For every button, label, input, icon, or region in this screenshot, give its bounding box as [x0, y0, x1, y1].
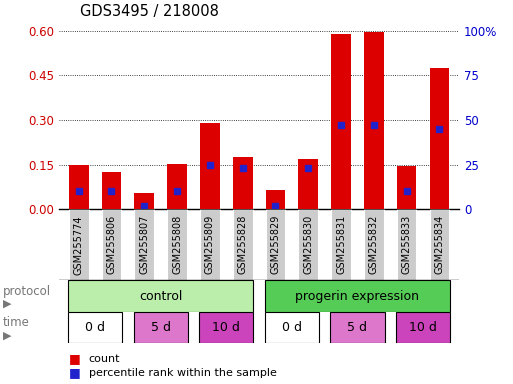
- Bar: [429, 209, 449, 280]
- Text: GSM255829: GSM255829: [270, 215, 281, 275]
- Bar: [102, 172, 121, 209]
- Text: GSM255831: GSM255831: [336, 215, 346, 275]
- Text: GSM255807: GSM255807: [139, 215, 149, 275]
- Text: GSM255830: GSM255830: [303, 215, 313, 275]
- Text: protocol: protocol: [3, 285, 51, 298]
- Text: GSM255808: GSM255808: [172, 215, 182, 275]
- Text: 0 d: 0 d: [85, 321, 105, 334]
- Bar: [69, 209, 89, 280]
- Text: GSM255774: GSM255774: [74, 215, 84, 275]
- Bar: [299, 209, 318, 280]
- Text: GSM255806: GSM255806: [107, 215, 116, 275]
- Text: ■: ■: [69, 366, 81, 379]
- Bar: [299, 159, 318, 209]
- Text: ▶: ▶: [3, 330, 11, 341]
- Text: time: time: [3, 316, 29, 329]
- Bar: [396, 312, 450, 343]
- Text: control: control: [139, 290, 182, 303]
- Bar: [265, 312, 319, 343]
- Bar: [69, 165, 89, 209]
- Bar: [200, 209, 220, 280]
- Bar: [429, 68, 449, 209]
- Text: percentile rank within the sample: percentile rank within the sample: [89, 368, 277, 378]
- Text: GSM255828: GSM255828: [238, 215, 248, 275]
- Text: GSM255809: GSM255809: [205, 215, 215, 275]
- Text: progerin expression: progerin expression: [295, 290, 420, 303]
- Bar: [331, 34, 351, 209]
- Bar: [266, 209, 285, 280]
- Text: 10 d: 10 d: [409, 321, 437, 334]
- Bar: [167, 164, 187, 209]
- Bar: [364, 32, 384, 209]
- Bar: [199, 312, 253, 343]
- Text: 5 d: 5 d: [151, 321, 171, 334]
- Bar: [68, 280, 253, 312]
- Bar: [265, 280, 450, 312]
- Text: 5 d: 5 d: [347, 321, 367, 334]
- Bar: [233, 209, 252, 280]
- Bar: [133, 312, 188, 343]
- Text: GSM255832: GSM255832: [369, 215, 379, 275]
- Text: ▶: ▶: [3, 299, 11, 309]
- Bar: [102, 209, 121, 280]
- Text: count: count: [89, 354, 120, 364]
- Bar: [200, 123, 220, 209]
- Bar: [397, 209, 417, 280]
- Bar: [233, 157, 252, 209]
- Bar: [167, 209, 187, 280]
- Bar: [397, 166, 417, 209]
- Text: 0 d: 0 d: [282, 321, 302, 334]
- Bar: [266, 190, 285, 209]
- Bar: [134, 193, 154, 209]
- Bar: [68, 312, 122, 343]
- Text: GSM255834: GSM255834: [435, 215, 444, 275]
- Text: GDS3495 / 218008: GDS3495 / 218008: [80, 4, 219, 19]
- Text: ■: ■: [69, 352, 81, 365]
- Bar: [134, 209, 154, 280]
- Text: GSM255833: GSM255833: [402, 215, 411, 275]
- Text: 10 d: 10 d: [212, 321, 240, 334]
- Bar: [331, 209, 351, 280]
- Bar: [364, 209, 384, 280]
- Bar: [330, 312, 385, 343]
